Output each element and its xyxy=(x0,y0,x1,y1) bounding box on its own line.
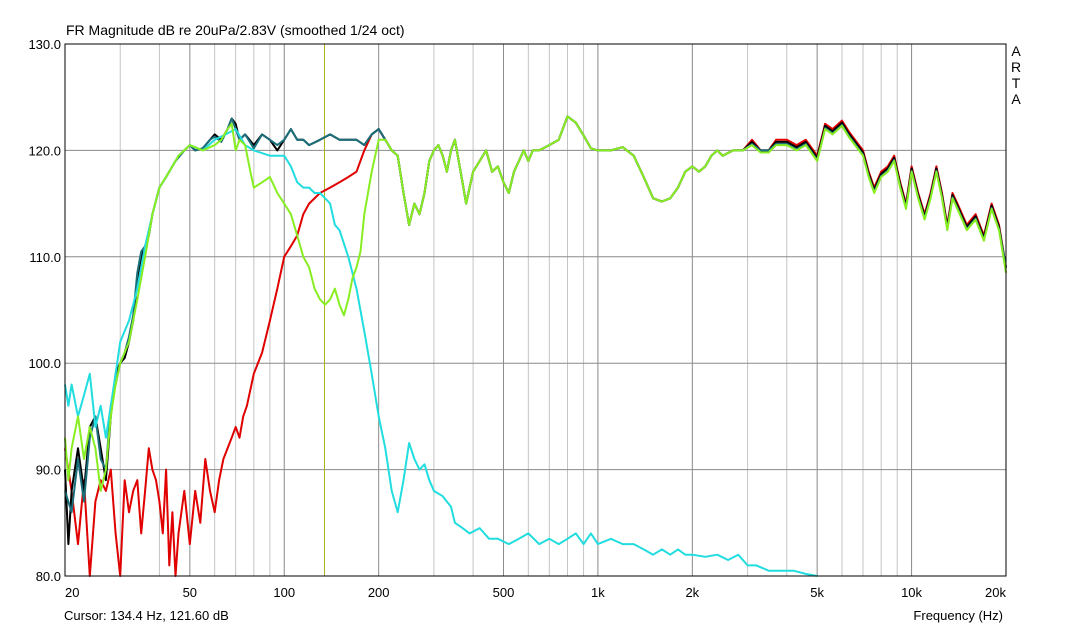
grid xyxy=(65,44,1006,576)
series-line-5 xyxy=(64,115,1007,492)
y-tick-label: 120.0 xyxy=(28,143,61,158)
x-tick-label: 500 xyxy=(493,585,515,600)
y-tick-label: 80.0 xyxy=(36,569,61,584)
x-tick-label: 5k xyxy=(810,585,824,600)
x-axis-label: Frequency (Hz) xyxy=(913,608,1003,623)
y-tick-label: 100.0 xyxy=(28,356,61,371)
x-tick-label: 10k xyxy=(901,585,922,600)
series-line-2 xyxy=(64,115,1007,546)
chart-title: FR Magnitude dB re 20uPa/2.83V (smoothed… xyxy=(66,22,405,38)
cursor-readout: Cursor: 134.4 Hz, 121.60 dB xyxy=(64,608,229,623)
x-tick-label: 20k xyxy=(985,585,1006,600)
x-tick-label: 20 xyxy=(65,585,79,600)
x-tick-label: 100 xyxy=(273,585,295,600)
watermark-letter-2: R xyxy=(1011,59,1021,75)
y-tick-labels: 80.0 90.0 100.0 110.0 120.0 130.0 xyxy=(28,37,61,584)
plot-frame xyxy=(64,43,1007,577)
x-tick-label: 1k xyxy=(591,585,605,600)
x-tick-label: 50 xyxy=(183,585,197,600)
x-tick-label: 200 xyxy=(368,585,390,600)
arta-watermark: A R T A xyxy=(1011,43,1021,107)
watermark-letter-1: A xyxy=(1011,43,1021,59)
x-tick-label: 2k xyxy=(685,585,699,600)
y-tick-label: 90.0 xyxy=(36,463,61,478)
series-layer xyxy=(64,115,1007,577)
x-tick-labels: 20 50 100 200 500 1k 2k 5k 10k 20k xyxy=(65,585,1006,600)
y-tick-label: 110.0 xyxy=(29,250,61,265)
y-tick-label: 130.0 xyxy=(28,37,61,52)
series-line-4 xyxy=(64,128,818,577)
watermark-letter-3: T xyxy=(1012,75,1021,91)
watermark-letter-4: A xyxy=(1011,91,1021,107)
series-line-1 xyxy=(64,115,1007,577)
series-line-3 xyxy=(64,115,1007,514)
